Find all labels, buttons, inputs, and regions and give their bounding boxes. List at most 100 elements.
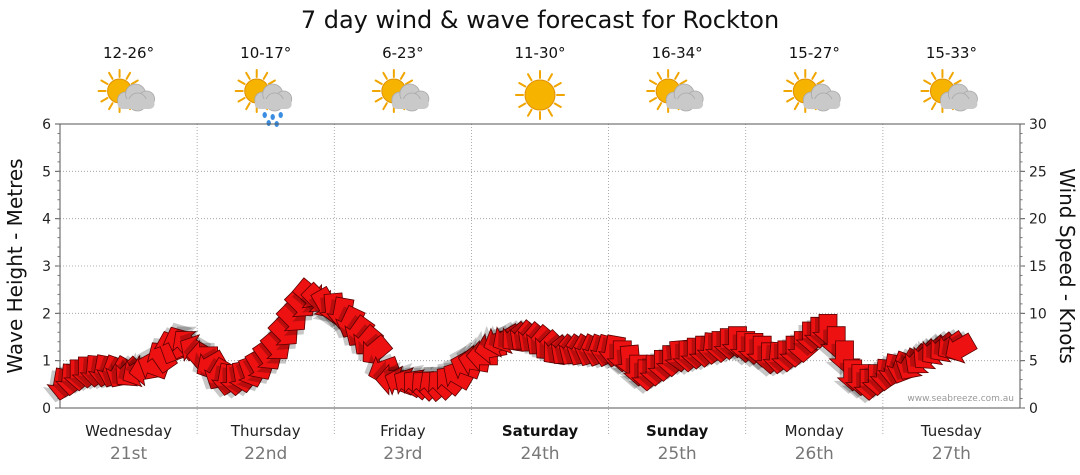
sun-ray bbox=[527, 73, 533, 82]
day-column-wednesday: 12-26° Wednesday 21st bbox=[85, 44, 172, 464]
temperature-range: 16-34° bbox=[652, 44, 703, 62]
sun-ray bbox=[930, 102, 937, 111]
sun-ray bbox=[100, 79, 109, 85]
cloud-base bbox=[803, 99, 841, 109]
sun-cloud-icon bbox=[371, 69, 430, 113]
sun-ray bbox=[793, 102, 800, 111]
chart-title: 7 day wind & wave forecast for Rockton bbox=[301, 6, 779, 34]
sun-ray bbox=[382, 102, 388, 111]
sun-ray bbox=[374, 79, 383, 85]
day-column-saturday: 11-30° Saturday 24th bbox=[502, 44, 579, 464]
sun-ray bbox=[527, 108, 533, 117]
day-date: 21st bbox=[110, 444, 147, 464]
sun-ray bbox=[518, 82, 527, 88]
day-name: Wednesday bbox=[85, 422, 172, 440]
sun-cloud-icon bbox=[97, 69, 155, 113]
cloud-shape bbox=[117, 83, 155, 112]
sun-ray bbox=[923, 79, 932, 85]
sun-ray bbox=[553, 82, 562, 88]
sun-ray bbox=[953, 79, 962, 85]
sun-ray bbox=[786, 79, 795, 85]
axis-ticks: 0 1 2 3 4 5 6 0 5 10 15 20 25 30 bbox=[42, 117, 1047, 417]
sun-ray bbox=[382, 71, 388, 80]
temperature-range: 15-33° bbox=[926, 44, 977, 62]
y-right-tick-label: 20 bbox=[1029, 212, 1047, 228]
day-columns: 12-26° Wednesday 21st 10-17° Thursday 22nd 6-2… bbox=[85, 44, 982, 464]
y-right-tick-label: 0 bbox=[1029, 401, 1038, 417]
y-axis-left-title: Wave Height - Metres bbox=[3, 158, 27, 373]
sun-ray bbox=[674, 71, 680, 80]
y-axis-right-title: Wind Speed - Knots bbox=[1055, 168, 1079, 364]
sun-ray bbox=[648, 97, 658, 103]
cloud-base bbox=[391, 99, 429, 109]
sun-ray bbox=[679, 79, 688, 85]
day-date: 23rd bbox=[383, 444, 422, 464]
credit-text: www.seabreeze.com.au bbox=[907, 394, 1014, 404]
wind-arrow bbox=[941, 331, 978, 364]
sun-ray bbox=[245, 102, 251, 111]
wind-arrow bbox=[358, 333, 394, 366]
sun-ray bbox=[267, 79, 276, 85]
cloud-base bbox=[117, 99, 155, 109]
day-name: Friday bbox=[380, 422, 426, 440]
day-name: Monday bbox=[785, 422, 844, 440]
day-date: 27th bbox=[932, 444, 971, 464]
y-right-tick-label: 25 bbox=[1029, 164, 1047, 180]
wind-arrow-body bbox=[945, 332, 978, 364]
day-date: 22nd bbox=[244, 444, 287, 464]
wind-arrow-series bbox=[42, 277, 978, 404]
rain-drops bbox=[262, 112, 283, 127]
day-name: Saturday bbox=[502, 422, 579, 440]
sun-ray bbox=[656, 71, 663, 80]
sun-cloud-icon bbox=[646, 69, 704, 113]
sun-ray bbox=[648, 79, 658, 85]
day-column-friday: 6-23° Friday 23rd bbox=[371, 44, 430, 464]
sun-ray bbox=[518, 102, 527, 108]
sun-cloud-icon bbox=[920, 69, 978, 113]
sun-disc bbox=[524, 79, 556, 111]
day-name: Thursday bbox=[230, 422, 301, 440]
y-left-tick-label: 1 bbox=[42, 354, 51, 370]
y-left-tick-label: 4 bbox=[42, 212, 51, 228]
cloud-base bbox=[666, 99, 704, 109]
sun-cloud-icon bbox=[783, 69, 841, 113]
sun-rain-icon bbox=[234, 69, 293, 127]
sun-ray bbox=[547, 108, 553, 117]
y-right-tick-label: 5 bbox=[1029, 354, 1038, 370]
sun-ray bbox=[811, 71, 817, 80]
temperature-range: 6-23° bbox=[382, 44, 424, 62]
temperature-range: 15-27° bbox=[789, 44, 840, 62]
sun-ray bbox=[374, 97, 383, 103]
rain-drop bbox=[262, 112, 267, 118]
sun-ray bbox=[399, 71, 406, 80]
sun-icon bbox=[515, 70, 565, 120]
sun-ray bbox=[930, 71, 937, 80]
day-name: Sunday bbox=[646, 422, 709, 440]
y-left-tick-label: 0 bbox=[42, 401, 51, 417]
cloud-shape bbox=[254, 83, 293, 112]
cloud-base bbox=[254, 99, 292, 109]
sun-ray bbox=[547, 73, 553, 82]
sun-ray bbox=[656, 102, 663, 111]
y-left-tick-label: 2 bbox=[42, 306, 51, 322]
y-right-tick-label: 10 bbox=[1029, 306, 1047, 322]
day-date: 26th bbox=[795, 444, 834, 464]
sun-ray bbox=[262, 71, 269, 80]
temperature-range: 11-30° bbox=[514, 44, 565, 62]
sun-ray bbox=[237, 79, 246, 85]
cloud-shape bbox=[802, 83, 841, 112]
sun-ray bbox=[793, 71, 800, 80]
sun-ray bbox=[948, 71, 954, 80]
sun-rays bbox=[515, 70, 565, 120]
day-date: 25th bbox=[658, 444, 697, 464]
cloud-shape bbox=[665, 83, 704, 112]
y-right-tick-label: 15 bbox=[1029, 259, 1047, 275]
sun-ray bbox=[923, 97, 932, 103]
sun-ray bbox=[816, 79, 825, 85]
day-name: Tuesday bbox=[920, 422, 982, 440]
sun-ray bbox=[100, 97, 109, 103]
sun-ray bbox=[108, 71, 114, 80]
y-left-tick-label: 3 bbox=[42, 259, 51, 275]
sun-ray bbox=[108, 102, 114, 111]
